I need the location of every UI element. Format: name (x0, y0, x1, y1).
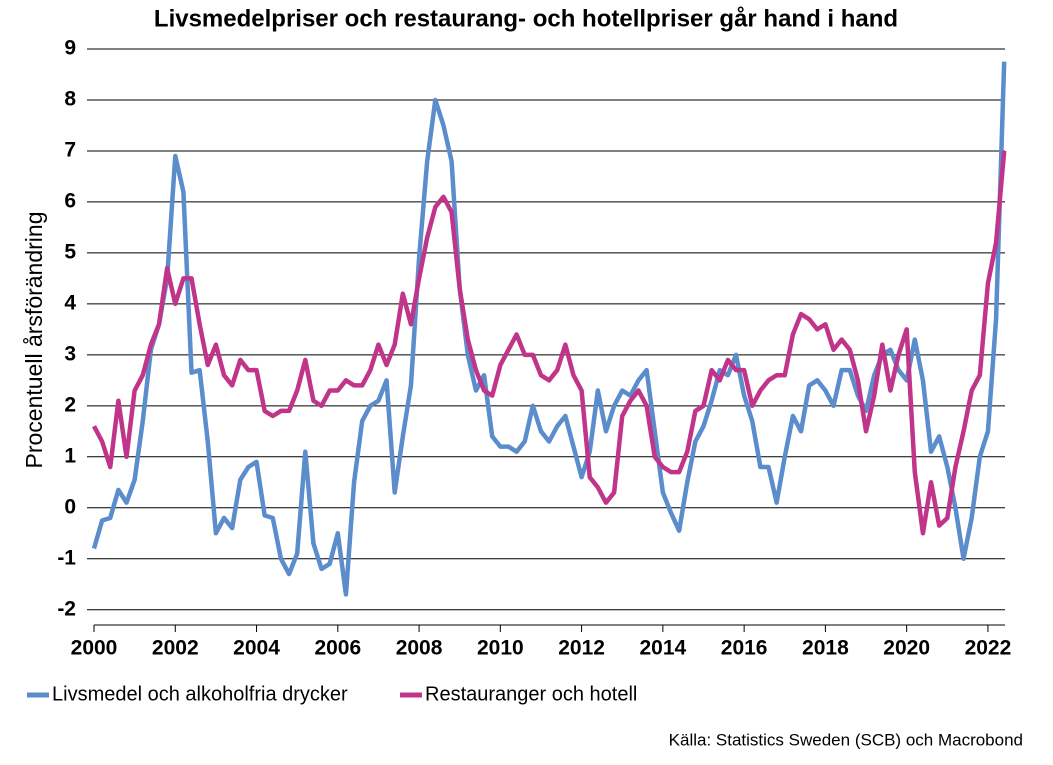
y-tick-label: 8 (64, 88, 76, 111)
y-axis-label: Procentuell årsförändring (21, 212, 47, 469)
chart-title: Livsmedelpriser och restaurang- och hote… (154, 5, 898, 32)
y-tick-label: 4 (64, 291, 76, 314)
y-tick-label: -1 (57, 546, 76, 569)
y-tick-label: 3 (64, 342, 76, 365)
y-tick-label: 6 (64, 189, 76, 212)
x-tick-label: 2002 (152, 637, 199, 660)
x-tick-label: 2008 (396, 637, 443, 660)
x-tick-label: 2014 (640, 637, 687, 660)
x-tick-label: 2000 (71, 637, 118, 660)
x-tick-label: 2010 (477, 637, 524, 660)
y-tick-label: -2 (57, 597, 76, 620)
y-tick-label: 1 (64, 444, 76, 467)
x-tick-label: 2016 (721, 637, 768, 660)
x-tick-label: 2012 (558, 637, 605, 660)
x-tick-label: 2004 (233, 637, 280, 660)
y-tick-label: 5 (64, 240, 76, 263)
x-tick-label: 2022 (965, 637, 1012, 660)
x-tick-label: 2006 (314, 637, 361, 660)
source: Källa: Statistics Sweden (SCB) och Macro… (669, 730, 1023, 749)
x-tick-label: 2020 (883, 637, 930, 660)
y-tick-label: 2 (64, 393, 76, 416)
y-tick-label: 7 (64, 138, 76, 161)
series-line (91, 61, 1007, 597)
y-tick-label: 0 (64, 495, 76, 518)
series-line (92, 150, 1007, 536)
y-tick-label: 9 (64, 37, 76, 60)
x-tick-label: 2018 (802, 637, 849, 660)
legend-label: Livsmedel och alkoholfria drycker (52, 683, 348, 705)
legend-label: Restauranger och hotell (425, 683, 637, 705)
